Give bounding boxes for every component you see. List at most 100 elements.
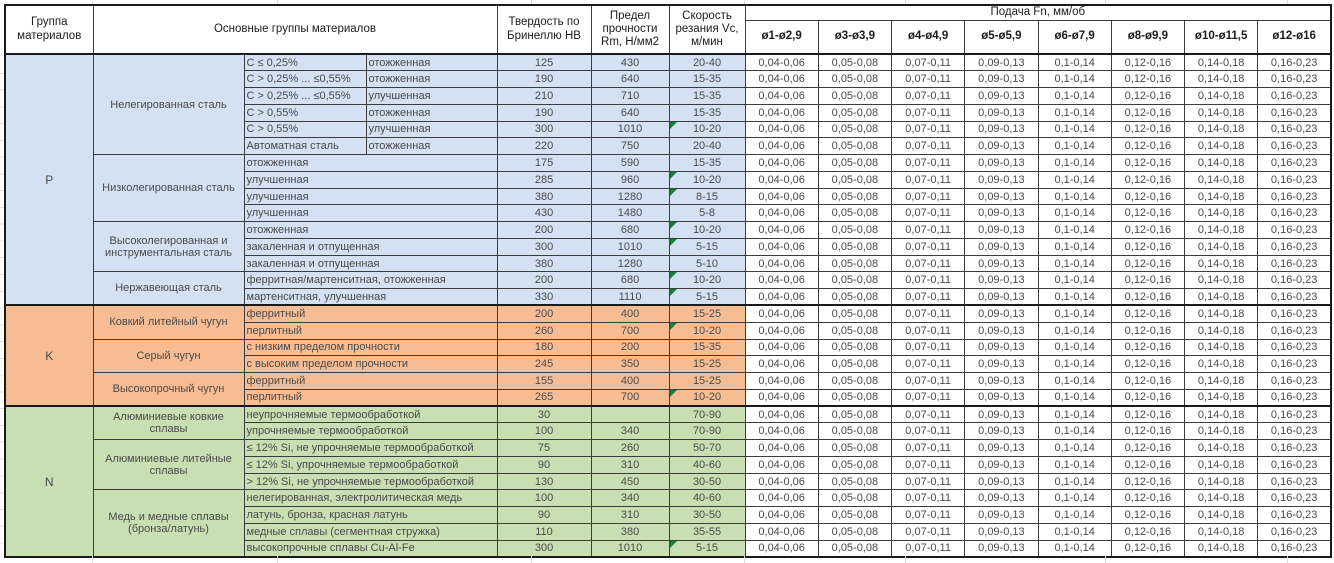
- feed-value-cell[interactable]: 0,05-0,08: [817, 170, 893, 189]
- hardness-cell[interactable]: 260: [496, 321, 592, 340]
- strength-cell[interactable]: 350: [590, 355, 670, 374]
- strength-cell[interactable]: 700: [590, 388, 670, 407]
- feed-value-cell[interactable]: 0,07-0,11: [891, 405, 966, 424]
- strength-cell[interactable]: 400: [590, 372, 670, 390]
- hardness-cell[interactable]: 430: [496, 204, 592, 223]
- subgroup-name-cell[interactable]: Ковкий литейный чугун: [92, 304, 245, 340]
- feed-value-cell[interactable]: 0,16-0,23: [1257, 539, 1332, 558]
- feed-value-cell[interactable]: 0,09-0,13: [964, 489, 1039, 508]
- feed-value-cell[interactable]: 0,09-0,13: [964, 321, 1039, 340]
- feed-value-cell[interactable]: 0,07-0,11: [891, 87, 966, 105]
- feed-value-cell[interactable]: 0,16-0,23: [1257, 120, 1332, 139]
- strength-cell[interactable]: 260: [590, 439, 670, 457]
- criterion-cell[interactable]: C > 0,55%: [243, 103, 367, 122]
- feed-value-cell[interactable]: 0,12-0,16: [1110, 237, 1186, 256]
- feed-value-cell[interactable]: 0,14-0,18: [1184, 539, 1259, 558]
- description-cell[interactable]: медные сплавы (сегментная стружка): [243, 522, 498, 541]
- feed-value-cell[interactable]: 0,04-0,06: [744, 304, 819, 323]
- description-cell[interactable]: ферритный: [243, 372, 498, 390]
- description-cell[interactable]: перлитный: [243, 388, 498, 407]
- strength-cell[interactable]: 400: [590, 304, 670, 323]
- feed-value-cell[interactable]: 0,05-0,08: [817, 53, 893, 72]
- cutting-speed-cell[interactable]: 50-70: [668, 439, 746, 457]
- feed-value-cell[interactable]: 0,07-0,11: [891, 304, 966, 323]
- feed-value-cell[interactable]: 0,04-0,06: [744, 87, 819, 105]
- strength-cell[interactable]: 1480: [590, 204, 670, 223]
- feed-value-cell[interactable]: 0,12-0,16: [1110, 321, 1186, 340]
- feed-value-cell[interactable]: 0,1-0,14: [1037, 439, 1112, 457]
- feed-value-cell[interactable]: 0,12-0,16: [1110, 522, 1186, 541]
- hardness-cell[interactable]: 110: [496, 522, 592, 541]
- strength-cell[interactable]: 960: [590, 170, 670, 189]
- feed-value-cell[interactable]: 0,1-0,14: [1037, 254, 1112, 273]
- feed-value-cell[interactable]: 0,14-0,18: [1184, 254, 1259, 273]
- description-cell[interactable]: мартенситная, улучшенная: [243, 288, 498, 306]
- feed-value-cell[interactable]: 0,1-0,14: [1037, 355, 1112, 374]
- strength-cell[interactable]: 340: [590, 422, 670, 441]
- feed-value-cell[interactable]: 0,12-0,16: [1110, 70, 1186, 89]
- feed-value-cell[interactable]: 0,07-0,11: [891, 271, 966, 290]
- cutting-speed-cell[interactable]: 15-35: [668, 103, 746, 122]
- description-cell[interactable]: неупрочняемые термообработкой: [243, 405, 498, 424]
- feed-value-cell[interactable]: 0,1-0,14: [1037, 271, 1112, 290]
- hardness-cell[interactable]: 220: [496, 137, 592, 156]
- feed-value-cell[interactable]: 0,09-0,13: [964, 506, 1039, 524]
- feed-value-cell[interactable]: 0,12-0,16: [1110, 103, 1186, 122]
- feed-value-cell[interactable]: 0,14-0,18: [1184, 472, 1259, 491]
- feed-value-cell[interactable]: 0,05-0,08: [817, 154, 893, 172]
- hardness-cell[interactable]: 100: [496, 422, 592, 441]
- strength-cell[interactable]: 640: [590, 103, 670, 122]
- feed-value-cell[interactable]: 0,09-0,13: [964, 422, 1039, 441]
- feed-value-cell[interactable]: 0,07-0,11: [891, 539, 966, 558]
- strength-cell[interactable]: 640: [590, 70, 670, 89]
- feed-value-cell[interactable]: 0,04-0,06: [744, 70, 819, 89]
- criterion-cell[interactable]: C > 0,25% ... ≤0,55%: [243, 87, 367, 105]
- header-feed-diameter[interactable]: ø3-ø3,9: [817, 19, 893, 55]
- feed-value-cell[interactable]: 0,16-0,23: [1257, 137, 1332, 156]
- feed-value-cell[interactable]: 0,05-0,08: [817, 472, 893, 491]
- hardness-cell[interactable]: 300: [496, 539, 592, 558]
- feed-value-cell[interactable]: 0,04-0,06: [744, 338, 819, 357]
- feed-value-cell[interactable]: 0,12-0,16: [1110, 271, 1186, 290]
- feed-value-cell[interactable]: 0,12-0,16: [1110, 154, 1186, 172]
- feed-value-cell[interactable]: 0,16-0,23: [1257, 53, 1332, 72]
- feed-value-cell[interactable]: 0,1-0,14: [1037, 455, 1112, 474]
- cutting-speed-cell[interactable]: 70-90: [668, 405, 746, 424]
- hardness-cell[interactable]: 155: [496, 372, 592, 390]
- feed-value-cell[interactable]: 0,12-0,16: [1110, 87, 1186, 105]
- feed-value-cell[interactable]: 0,04-0,06: [744, 388, 819, 407]
- hardness-cell[interactable]: 300: [496, 120, 592, 139]
- feed-value-cell[interactable]: 0,12-0,16: [1110, 53, 1186, 72]
- subgroup-name-cell[interactable]: Медь и медные сплавы (бронза/латунь): [92, 489, 245, 558]
- state-cell[interactable]: отожженная: [365, 137, 498, 156]
- feed-value-cell[interactable]: 0,05-0,08: [817, 522, 893, 541]
- cutting-speed-cell[interactable]: 10-20: [668, 170, 746, 189]
- feed-value-cell[interactable]: 0,1-0,14: [1037, 472, 1112, 491]
- feed-value-cell[interactable]: 0,04-0,06: [744, 439, 819, 457]
- feed-value-cell[interactable]: 0,1-0,14: [1037, 539, 1112, 558]
- feed-value-cell[interactable]: 0,09-0,13: [964, 237, 1039, 256]
- feed-value-cell[interactable]: 0,16-0,23: [1257, 70, 1332, 89]
- group-code-cell[interactable]: P: [4, 52, 94, 306]
- feed-value-cell[interactable]: 0,09-0,13: [964, 304, 1039, 323]
- feed-value-cell[interactable]: 0,09-0,13: [964, 522, 1039, 541]
- feed-value-cell[interactable]: 0,05-0,08: [817, 288, 893, 306]
- feed-value-cell[interactable]: 0,16-0,23: [1257, 472, 1332, 491]
- header-feed-diameter[interactable]: ø6-ø7,9: [1037, 19, 1112, 55]
- description-cell[interactable]: высокопрочные сплавы Cu-Al-Fe: [243, 539, 498, 558]
- feed-value-cell[interactable]: 0,12-0,16: [1110, 439, 1186, 457]
- feed-value-cell[interactable]: 0,04-0,06: [744, 405, 819, 424]
- cutting-speed-cell[interactable]: 10-20: [668, 388, 746, 407]
- feed-value-cell[interactable]: 0,07-0,11: [891, 254, 966, 273]
- feed-value-cell[interactable]: 0,14-0,18: [1184, 53, 1259, 72]
- feed-value-cell[interactable]: 0,05-0,08: [817, 254, 893, 273]
- feed-value-cell[interactable]: 0,09-0,13: [964, 472, 1039, 491]
- feed-value-cell[interactable]: 0,14-0,18: [1184, 489, 1259, 508]
- feed-value-cell[interactable]: 0,04-0,06: [744, 321, 819, 340]
- feed-value-cell[interactable]: 0,05-0,08: [817, 120, 893, 139]
- feed-value-cell[interactable]: 0,14-0,18: [1184, 405, 1259, 424]
- cutting-speed-cell[interactable]: 35-55: [668, 522, 746, 541]
- feed-value-cell[interactable]: 0,16-0,23: [1257, 154, 1332, 172]
- feed-value-cell[interactable]: 0,1-0,14: [1037, 489, 1112, 508]
- feed-value-cell[interactable]: 0,14-0,18: [1184, 388, 1259, 407]
